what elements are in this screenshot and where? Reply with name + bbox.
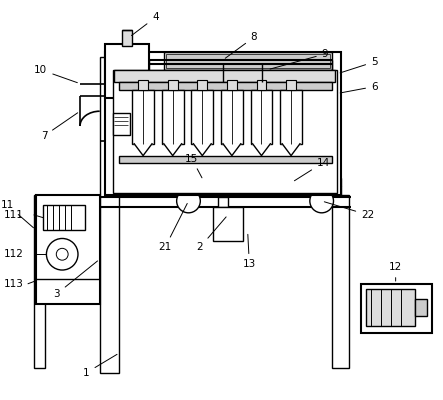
Bar: [164, 52, 331, 70]
Polygon shape: [223, 144, 241, 156]
Bar: [34, 195, 46, 368]
Bar: [221, 90, 243, 144]
Text: 5: 5: [340, 57, 377, 73]
Polygon shape: [164, 144, 182, 156]
Polygon shape: [134, 144, 152, 156]
Text: 7: 7: [41, 113, 78, 141]
Bar: [280, 90, 302, 144]
Bar: [105, 52, 342, 195]
Text: 9: 9: [270, 49, 328, 69]
Bar: [166, 54, 330, 68]
Bar: [138, 80, 148, 90]
Bar: [331, 195, 349, 368]
Bar: [227, 80, 237, 90]
Text: 15: 15: [185, 154, 202, 178]
Bar: [120, 82, 331, 90]
Bar: [198, 80, 207, 90]
Text: 112: 112: [4, 249, 24, 259]
Bar: [105, 44, 149, 98]
Bar: [114, 70, 335, 82]
Text: 21: 21: [159, 204, 187, 252]
Text: 111: 111: [4, 210, 24, 220]
Polygon shape: [194, 144, 211, 156]
Bar: [191, 90, 213, 144]
Bar: [366, 289, 416, 326]
Text: 12: 12: [389, 262, 402, 281]
Bar: [416, 299, 427, 316]
Text: 1: 1: [83, 354, 117, 378]
Bar: [251, 90, 272, 144]
Bar: [113, 70, 338, 193]
Text: 2: 2: [197, 217, 226, 252]
Text: 113: 113: [4, 279, 24, 289]
Circle shape: [47, 238, 78, 270]
Bar: [132, 90, 154, 144]
Circle shape: [56, 248, 68, 260]
Bar: [113, 113, 130, 135]
Bar: [124, 186, 342, 196]
Bar: [286, 80, 296, 90]
Bar: [43, 205, 85, 230]
Bar: [361, 284, 432, 333]
Text: 10: 10: [34, 65, 78, 83]
Text: 11: 11: [0, 200, 34, 228]
Bar: [100, 57, 120, 373]
Bar: [122, 30, 132, 46]
Text: 4: 4: [132, 12, 159, 36]
Bar: [162, 90, 183, 144]
Circle shape: [177, 189, 200, 213]
Bar: [218, 197, 228, 207]
Polygon shape: [253, 144, 270, 156]
Text: 8: 8: [225, 32, 257, 58]
Bar: [213, 207, 243, 242]
Text: 6: 6: [340, 82, 377, 93]
Polygon shape: [282, 144, 300, 156]
Text: 22: 22: [324, 202, 374, 220]
Bar: [256, 80, 266, 90]
Bar: [35, 195, 100, 304]
Text: 13: 13: [243, 234, 256, 269]
Bar: [124, 178, 342, 186]
Bar: [120, 156, 331, 164]
Text: 14: 14: [295, 158, 330, 181]
Circle shape: [310, 189, 334, 213]
Bar: [168, 80, 178, 90]
Text: 3: 3: [54, 261, 97, 299]
